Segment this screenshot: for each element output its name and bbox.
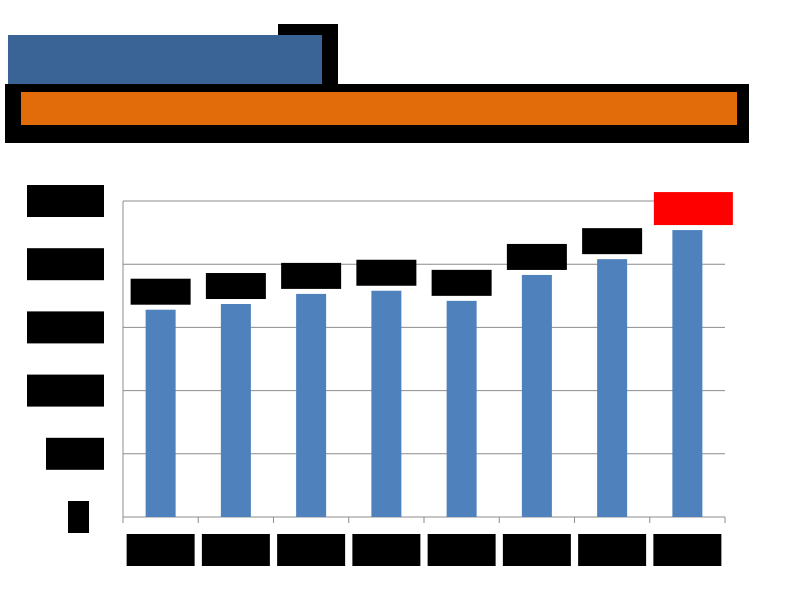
x-tick-label-redacted bbox=[578, 534, 647, 566]
y-tick-label-redacted bbox=[46, 437, 104, 470]
value-label-redacted bbox=[431, 269, 492, 296]
x-tick-label-redacted bbox=[126, 534, 195, 566]
bar bbox=[672, 230, 703, 517]
bar bbox=[296, 293, 327, 517]
bar bbox=[145, 309, 176, 517]
subtitle-banner bbox=[21, 92, 737, 125]
value-label-redacted bbox=[506, 243, 567, 270]
value-label-redacted bbox=[205, 273, 266, 300]
x-tick-label-redacted bbox=[502, 534, 571, 566]
value-label-redacted bbox=[653, 192, 733, 226]
value-label-redacted bbox=[356, 259, 417, 286]
bar bbox=[446, 300, 477, 517]
title-banner bbox=[8, 35, 322, 84]
x-tick-label-redacted bbox=[277, 534, 346, 566]
value-label-redacted bbox=[130, 278, 191, 305]
x-tick-label-redacted bbox=[653, 534, 722, 566]
value-label-redacted bbox=[582, 228, 643, 255]
value-label-redacted bbox=[281, 262, 342, 289]
y-tick-label-redacted bbox=[27, 311, 104, 344]
y-tick-label-redacted bbox=[27, 374, 104, 407]
y-tick-label-redacted bbox=[27, 248, 104, 281]
y-tick-label-redacted bbox=[68, 501, 89, 533]
bar bbox=[521, 274, 552, 517]
x-tick-label-redacted bbox=[352, 534, 421, 566]
x-tick-label-redacted bbox=[427, 534, 496, 566]
bar bbox=[597, 259, 628, 517]
bar bbox=[371, 290, 402, 517]
bar bbox=[220, 304, 251, 517]
x-tick-label-redacted bbox=[201, 534, 270, 566]
y-tick-label-redacted bbox=[27, 185, 104, 217]
